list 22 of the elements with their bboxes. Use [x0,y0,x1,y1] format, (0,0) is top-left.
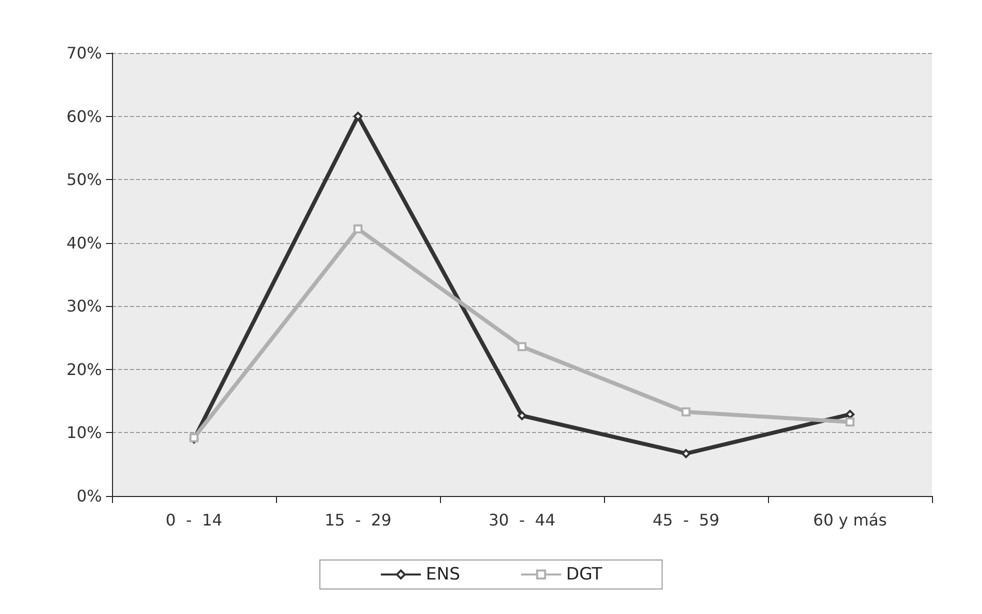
point [846,417,854,426]
point [354,112,362,121]
y-tick-label: 70% [66,44,102,62]
x-tick-label: 60 y más [813,510,887,530]
y-tick-label: 50% [66,170,102,190]
point [354,224,362,234]
y-tick-label: 0% [76,486,102,506]
y-tick-label: 20% [66,360,102,379]
point [518,411,526,420]
legend-label: DGT [566,564,603,584]
y-tick-label: 10% [66,423,102,442]
y-tick-label: 40% [66,233,102,252]
x-tick-label: 15 - 29 [324,510,392,530]
point [518,342,526,352]
point [682,407,690,416]
x-tick-label: 30 - 44 [488,510,556,530]
y-tick-label: 60% [66,106,102,126]
x-tick-label: 0 - 14 [166,510,222,530]
x-tick-label: 45 - 59 [652,510,720,530]
point [682,449,690,458]
y-tick-label: 30% [66,296,102,316]
legend-label: ENS [426,564,460,584]
